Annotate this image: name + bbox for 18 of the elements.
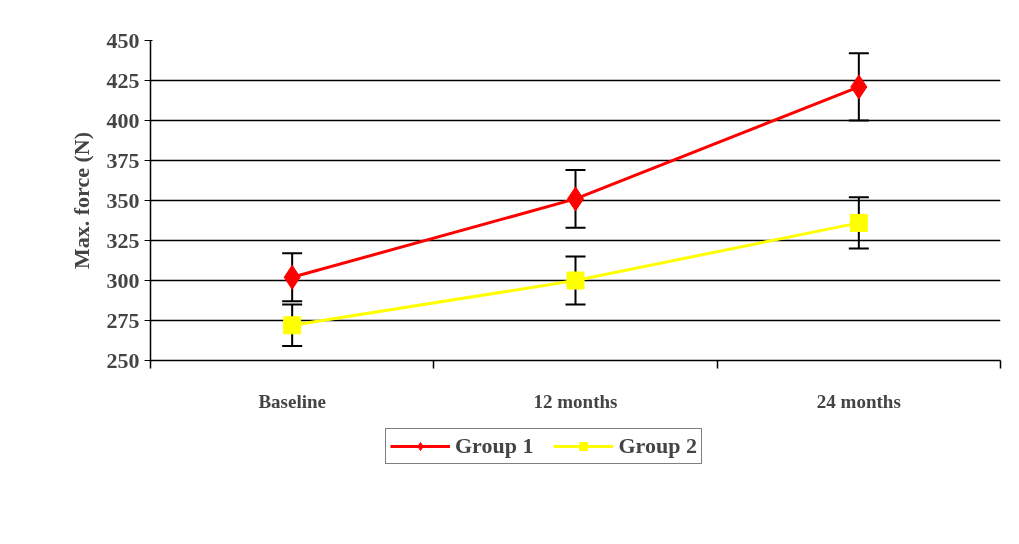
y-axis-title: Max. force (N)	[68, 131, 94, 270]
y-tick-label: 325	[106, 227, 140, 253]
legend-label: Group 1	[455, 433, 534, 459]
point	[849, 213, 868, 232]
x-tick-label: Baseline	[258, 390, 326, 412]
y-tick-label: 250	[106, 347, 140, 373]
y-tick-label: 350	[106, 187, 140, 213]
y-tick-label: 450	[106, 27, 140, 53]
y-tick-label: 375	[106, 147, 140, 173]
y-tick-label: 400	[106, 107, 140, 133]
x-tick-label: 24 months	[816, 390, 901, 412]
y-tick-label: 425	[106, 67, 140, 93]
point	[566, 271, 585, 290]
point	[283, 316, 302, 335]
y-tick-label: 300	[106, 267, 140, 293]
y-tick-label: 275	[106, 307, 140, 333]
legend-label: Group 2	[618, 433, 697, 459]
x-tick-label: 12 months	[533, 390, 618, 412]
